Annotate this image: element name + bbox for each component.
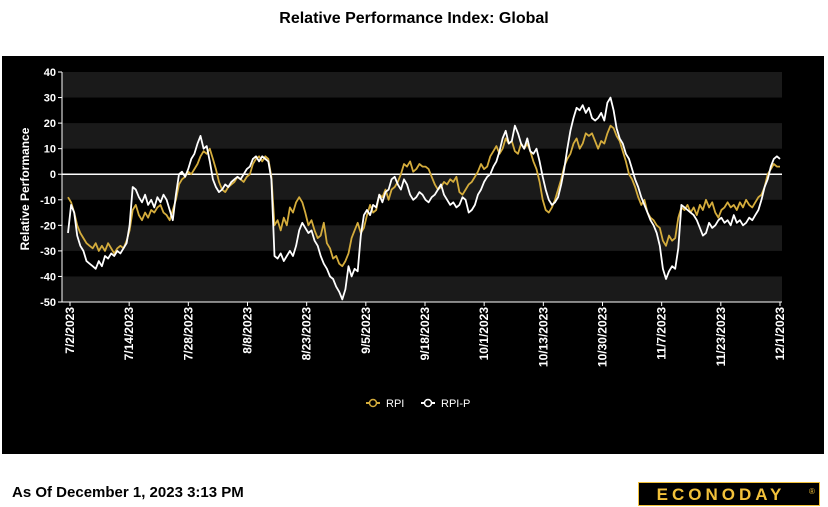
y-tick-label: -10 (40, 195, 56, 207)
legend: RPI RPI-P (366, 398, 470, 410)
as-of-timestamp: As Of December 1, 2023 3:13 PM (12, 484, 244, 501)
x-tick-label: 9/5/2023 (359, 307, 373, 354)
x-tick-label: 7/14/2023 (122, 307, 136, 361)
y-tick-label: 0 (50, 169, 56, 181)
y-axis-label: Relative Performance (18, 127, 32, 250)
grid-band (62, 72, 782, 98)
legend-label-rpi: RPI (386, 398, 404, 410)
x-tick-label: 8/23/2023 (300, 307, 314, 361)
grid-band (62, 174, 782, 200)
y-tick-label: 20 (44, 118, 56, 130)
legend-label-rpi-p: RPI-P (441, 398, 470, 410)
chart-panel: -50 -40 -30 -20 -10 0 10 20 30 40 7/2/2023 7/14/20… (2, 56, 824, 506)
y-tick-label: 40 (44, 67, 56, 79)
x-tick-label: 8/8/2023 (241, 307, 255, 354)
line-chart: -50 -40 -30 -20 -10 0 10 20 30 40 7/2/2023 7/14/20… (18, 67, 787, 410)
chart-title: Relative Performance Index: Global (279, 10, 549, 27)
y-axis-ticks: -50 -40 -30 -20 -10 0 10 20 30 40 (40, 67, 62, 309)
y-tick-label: -50 (40, 297, 56, 309)
x-tick-label: 7/2/2023 (63, 307, 77, 354)
x-tick-label: 10/30/2023 (596, 307, 610, 367)
series-layer (67, 96, 781, 301)
logo-text: ECONODAY (657, 485, 786, 504)
legend-item-rpi[interactable]: RPI (366, 398, 404, 410)
x-tick-label: 10/13/2023 (536, 307, 550, 367)
series-line-rpi-p[interactable] (67, 96, 781, 301)
x-tick-label: 7/28/2023 (181, 307, 195, 361)
registered-mark: ® (809, 487, 815, 496)
x-tick-label: 10/1/2023 (477, 307, 491, 361)
y-tick-label: -30 (40, 246, 56, 258)
legend-marker-rpi-p (423, 398, 433, 408)
x-axis-ticks: 7/2/2023 7/14/2023 7/28/2023 8/8/2023 8/23/2… (63, 302, 787, 367)
grid-band (62, 276, 782, 302)
legend-item-rpi-p[interactable]: RPI-P (421, 398, 470, 410)
legend-marker-rpi (368, 398, 378, 408)
x-tick-label: 12/1/2023 (773, 307, 787, 361)
y-tick-label: 30 (44, 93, 56, 105)
x-tick-label: 11/7/2023 (655, 307, 669, 360)
econoday-logo[interactable]: ECONODAY ® (638, 482, 820, 506)
y-tick-label: 10 (44, 144, 56, 156)
grid-band (62, 123, 782, 149)
x-tick-label: 9/18/2023 (418, 307, 432, 361)
x-tick-label: 11/23/2023 (714, 307, 728, 367)
y-tick-label: -40 (40, 271, 56, 283)
y-tick-label: -20 (40, 220, 56, 232)
